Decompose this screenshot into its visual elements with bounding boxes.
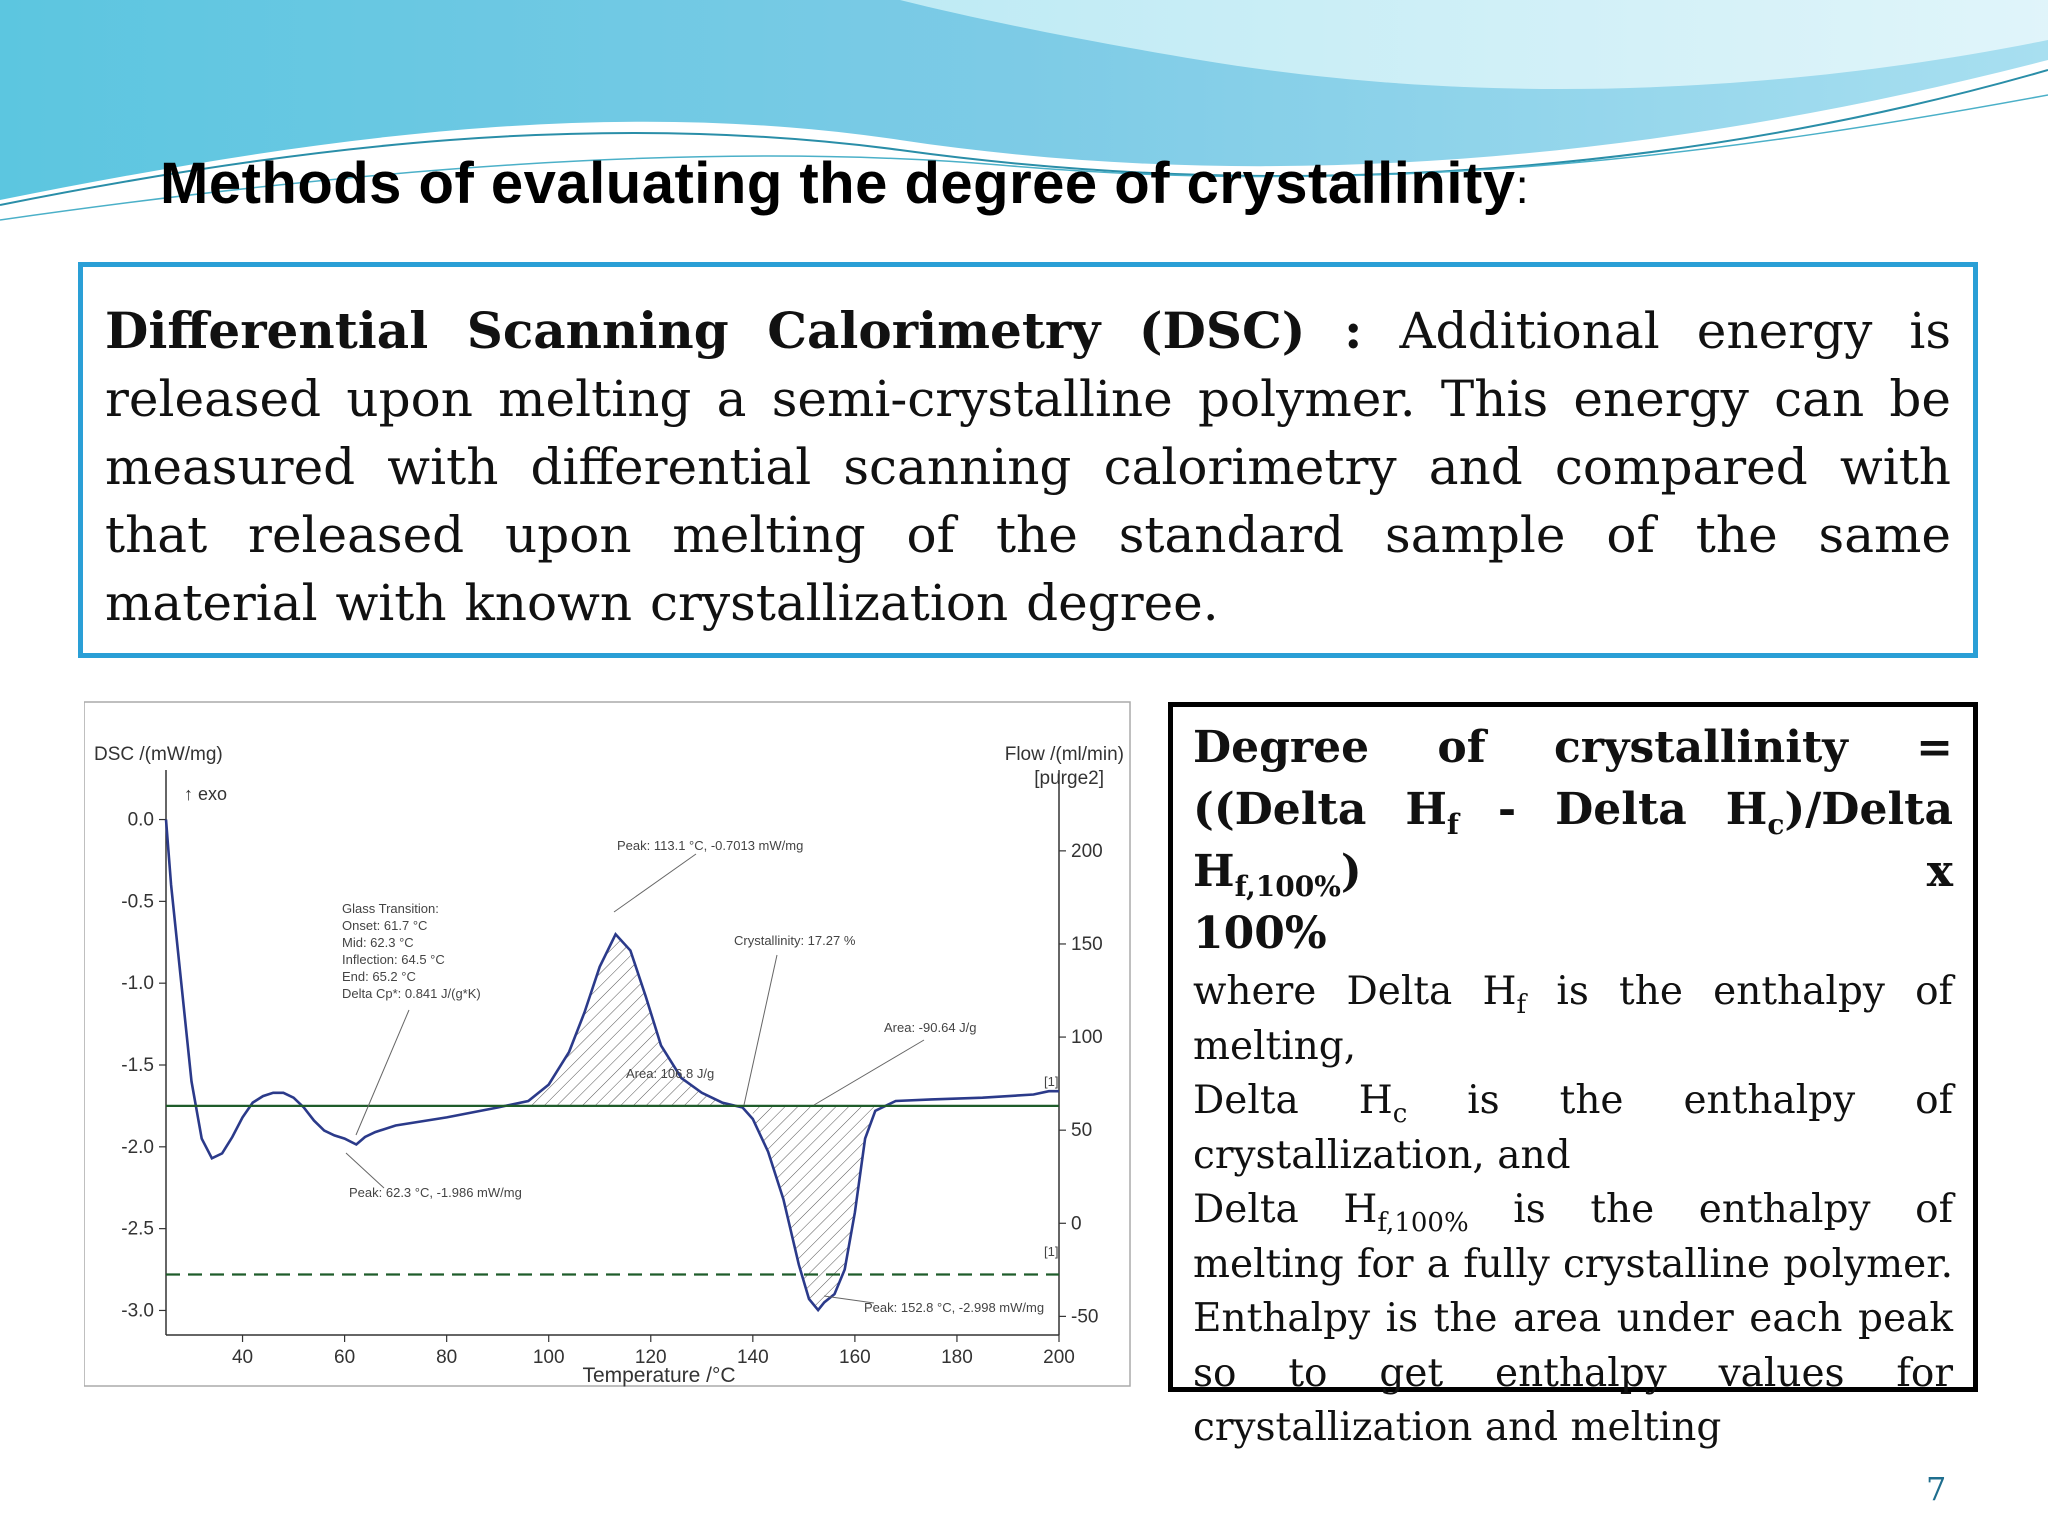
dsc-chart: DSC /(mW/mg) Flow /(ml/min) [purge2] ↑ e… — [84, 701, 1131, 1387]
page-number: 7 — [1926, 1470, 1947, 1508]
x-tick-label: 40 — [232, 1347, 253, 1368]
y-tick-label: -3.0 — [121, 1300, 154, 1321]
where-hf100-paragraph: Delta Hf,100% is the enthalpy of melting… — [1193, 1187, 1954, 1450]
glass-transition-leader — [355, 1009, 410, 1136]
peak2-label: Peak: 152.8 °C, -2.998 mW/mg — [864, 1300, 1044, 1315]
peak1-label: Peak: 113.1 °C, -0.7013 mW/mg — [617, 838, 803, 853]
y2-tick-label: 50 — [1071, 1120, 1092, 1141]
peak-gt-leader — [345, 1152, 385, 1189]
x-tick-label: 120 — [635, 1347, 667, 1368]
dsc-definition: Differential Scanning Calorimetry (DSC) … — [105, 297, 1951, 637]
crystallinity-label: Crystallinity: 17.27 % — [734, 933, 856, 948]
y-tick-label: 0.0 — [128, 810, 154, 831]
slide-title: Methods of evaluating the degree of crys… — [160, 151, 1530, 216]
where-hc-line: Delta Hc is the enthalpy of — [1193, 1078, 1954, 1129]
y2-axis-sublabel: [purge2] — [1034, 768, 1104, 789]
glass-transition-label: Onset: 61.7 °C — [342, 918, 427, 933]
x-axis-label: Temperature /°C — [582, 1364, 735, 1387]
marker1-label: [1] — [1044, 1074, 1058, 1089]
y2-tick-label: 0 — [1071, 1213, 1082, 1234]
y-tick-label: -1.5 — [121, 1055, 154, 1076]
title-colon: : — [1515, 161, 1530, 214]
glass-transition-label: Glass Transition: — [342, 901, 439, 916]
area1-label: Area: 106.8 J/g — [626, 1066, 714, 1081]
y-tick-label: -1.0 — [121, 973, 154, 994]
glass-transition-label: End: 65.2 °C — [342, 969, 416, 984]
y2-tick-label: 200 — [1071, 841, 1103, 862]
x-tick-label: 140 — [737, 1347, 769, 1368]
peak2-leader — [823, 1295, 875, 1304]
formula-description: where Delta Hf is the enthalpy of meltin… — [1193, 965, 1953, 1456]
formula-box: Degree of crystallinity = ((Delta Hf - D… — [1168, 702, 1978, 1450]
y2-axis-label: Flow /(ml/min) — [1005, 744, 1124, 765]
x-tick-label: 200 — [1043, 1347, 1075, 1368]
x-tick-label: 160 — [839, 1347, 871, 1368]
formula-percent: 100% — [1193, 908, 1327, 959]
y2-tick-label: 150 — [1071, 934, 1103, 955]
glass-transition-label: Mid: 62.3 °C — [342, 935, 414, 950]
peak1-leader — [613, 853, 697, 913]
y2-tick-label: -50 — [1071, 1306, 1098, 1327]
dsc-body: Additional energy is released upon melti… — [105, 302, 1951, 632]
x-tick-label: 80 — [436, 1347, 457, 1368]
dsc-definition-box: Differential Scanning Calorimetry (DSC) … — [78, 262, 1978, 658]
y-tick-label: -2.5 — [121, 1219, 154, 1240]
y-axis-label: DSC /(mW/mg) — [94, 744, 223, 765]
marker2-label: [1] — [1044, 1244, 1058, 1259]
x-tick-label: 180 — [941, 1347, 973, 1368]
peak-gt-label: Peak: 62.3 °C, -1.986 mW/mg — [349, 1185, 522, 1200]
glass-transition-label: Delta Cp*: 0.841 J/(g*K) — [342, 986, 481, 1001]
crystallization-peak-hatch — [752, 1105, 876, 1311]
where-hc-line2: crystallization, and — [1193, 1132, 1571, 1178]
where-hf-line: where Delta Hf is the enthalpy of — [1193, 969, 1953, 1020]
glass-transition-label: Inflection: 64.5 °C — [342, 952, 445, 967]
melting-peak-hatch — [528, 934, 743, 1108]
header-wave-banner — [0, 0, 2048, 221]
y-tick-label: -2.0 — [121, 1137, 154, 1158]
dsc-term: Differential Scanning Calorimetry (DSC) … — [105, 301, 1363, 360]
where-hf-line2: melting, — [1193, 1023, 1357, 1069]
x-tick-label: 60 — [334, 1347, 355, 1368]
area2-leader — [813, 1039, 925, 1106]
crystallinity-formula: Degree of crystallinity = ((Delta Hf - D… — [1193, 722, 1953, 903]
dsc-curve — [164, 819, 1059, 1313]
x-tick-label: 100 — [533, 1347, 565, 1368]
area2-label: Area: -90.64 J/g — [884, 1020, 977, 1035]
exo-label: ↑ exo — [184, 784, 227, 804]
y2-tick-label: 100 — [1071, 1027, 1103, 1048]
crystallinity-leader — [743, 954, 778, 1106]
y-tick-label: -0.5 — [121, 891, 154, 912]
